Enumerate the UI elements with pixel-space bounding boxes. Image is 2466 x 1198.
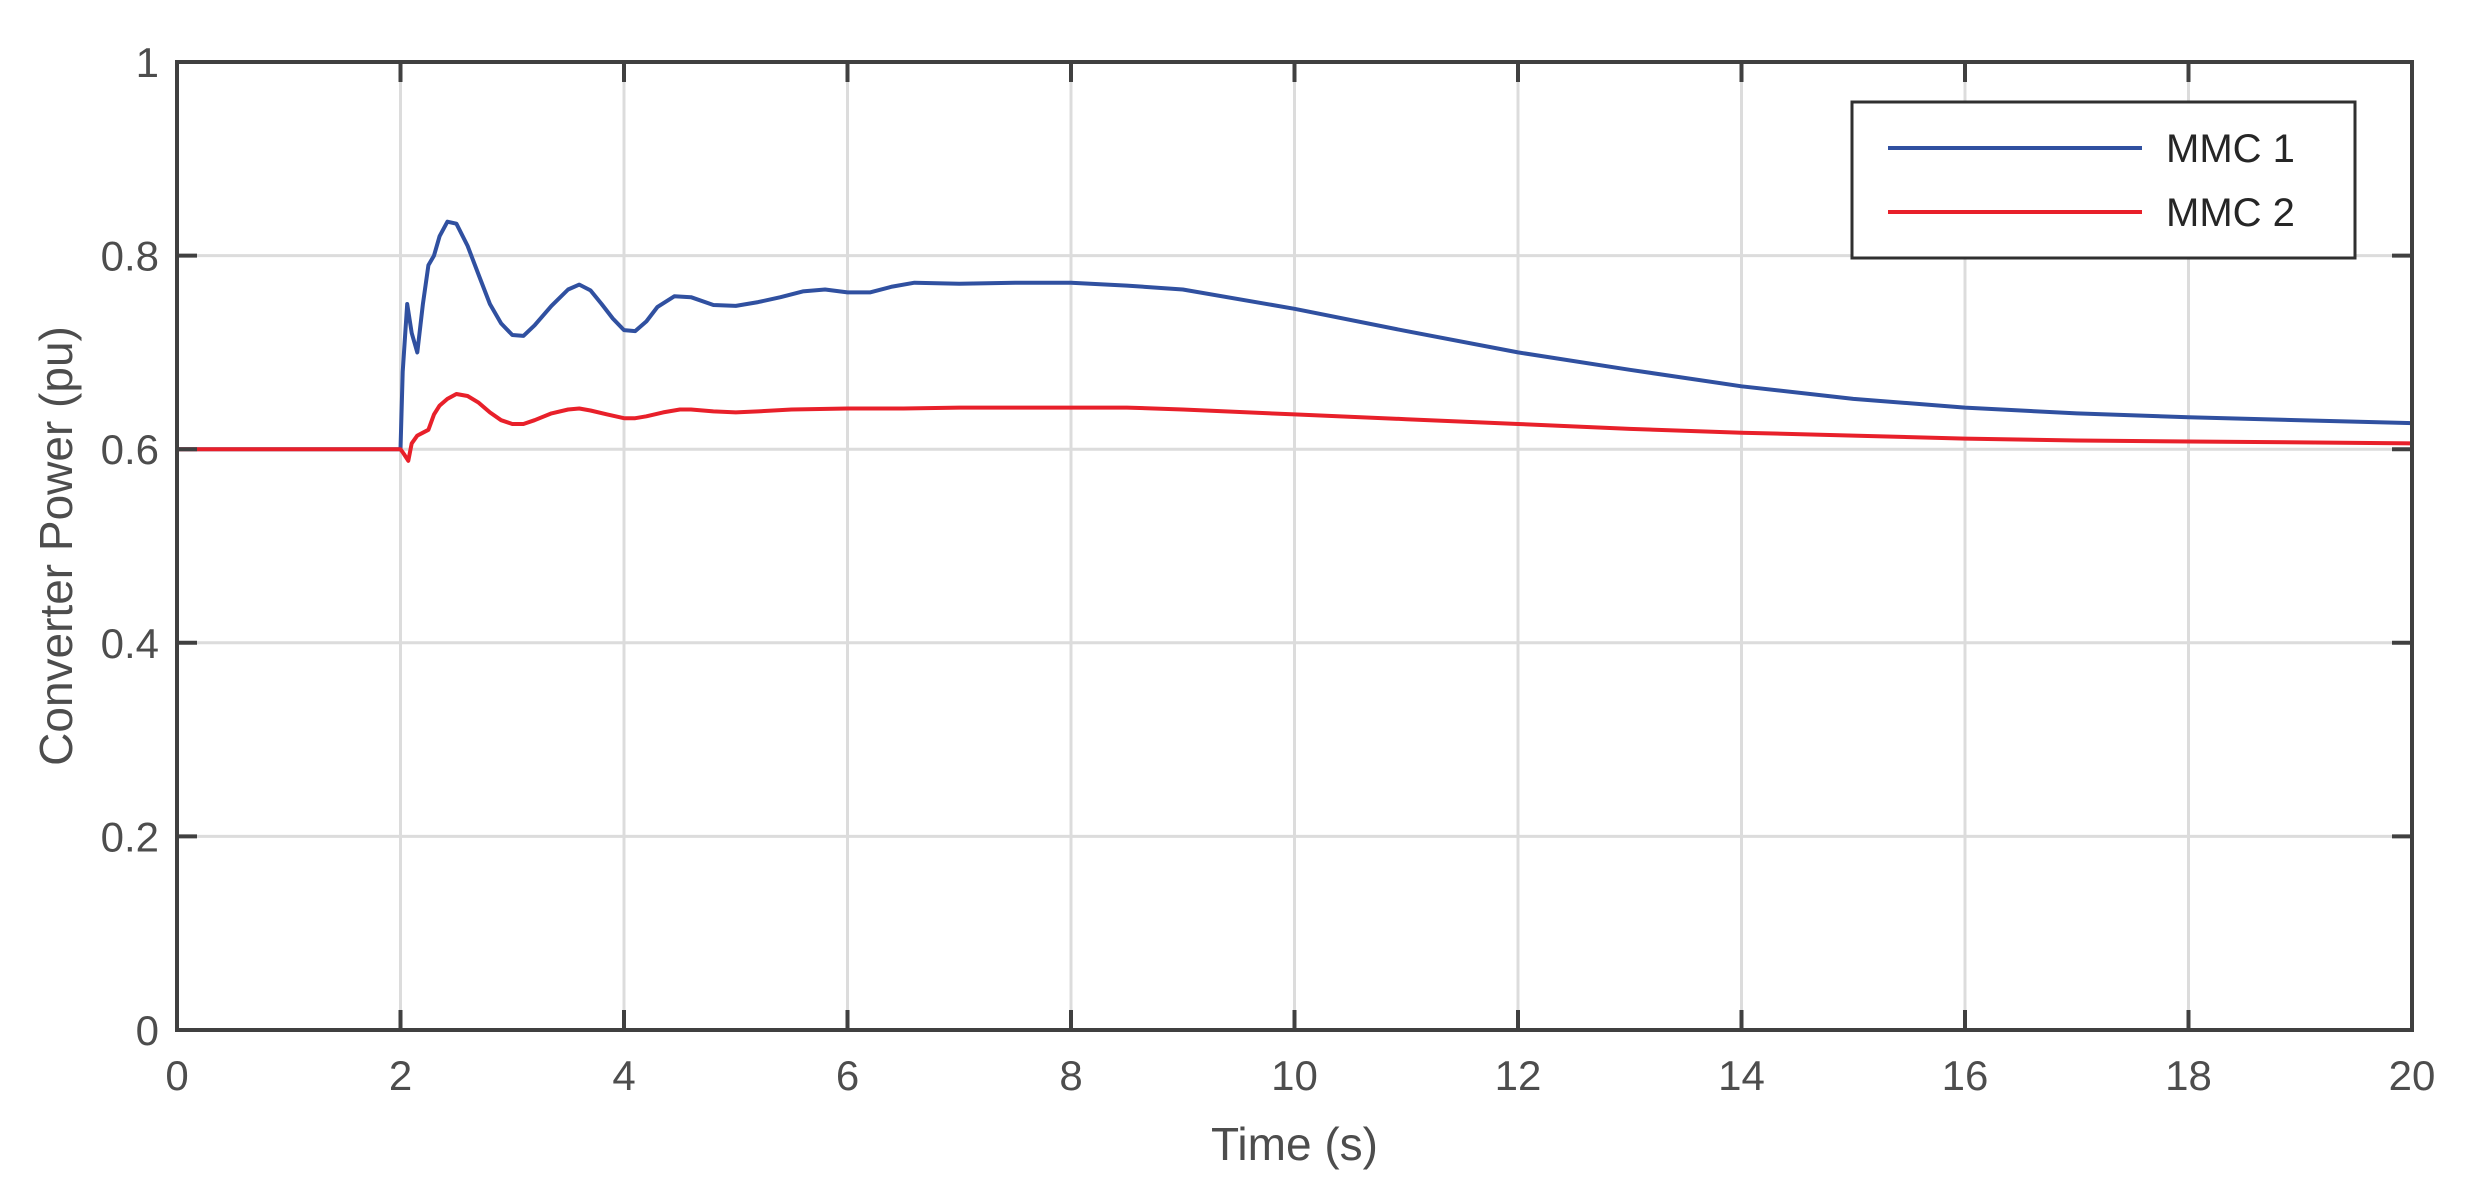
x-tick-label: 18 xyxy=(2165,1052,2212,1099)
x-tick-label: 4 xyxy=(612,1052,635,1099)
x-tick-label: 14 xyxy=(1718,1052,1765,1099)
x-tick-label: 10 xyxy=(1271,1052,1318,1099)
y-tick-label: 1 xyxy=(136,39,159,86)
series-line-mmc-1 xyxy=(175,219,2414,452)
legend-label-mmc-2: MMC 2 xyxy=(2166,191,2295,235)
legend-box xyxy=(1850,100,2357,260)
x-tick-label: 8 xyxy=(1059,1052,1082,1099)
legend: MMC 1 MMC 2 xyxy=(1850,100,2357,260)
y-tick-label: 0.4 xyxy=(101,620,159,667)
legend-label-mmc-1: MMC 1 xyxy=(2166,127,2295,171)
axis-ticks xyxy=(175,60,2414,1032)
y-tick-label: 0.6 xyxy=(101,426,159,473)
x-tick-labels: 0 2 4 6 8 10 12 14 16 18 20 xyxy=(165,1052,2435,1099)
x-tick-label: 20 xyxy=(2389,1052,2436,1099)
y-tick-label: 0.2 xyxy=(101,813,159,860)
y-tick-label: 0 xyxy=(136,1007,159,1054)
y-tick-labels: 0 0.2 0.4 0.6 0.8 1 xyxy=(101,39,159,1054)
series-lines xyxy=(175,219,2414,463)
x-axis-label: Time (s) xyxy=(1211,1118,1378,1170)
x-tick-label: 16 xyxy=(1942,1052,1989,1099)
series-line-mmc-2 xyxy=(175,392,2414,463)
x-tick-label: 2 xyxy=(389,1052,412,1099)
x-tick-label: 0 xyxy=(165,1052,188,1099)
y-tick-label: 0.8 xyxy=(101,233,159,280)
x-tick-label: 6 xyxy=(836,1052,859,1099)
y-axis-label: Converter Power (pu) xyxy=(30,326,82,766)
x-tick-label: 12 xyxy=(1495,1052,1542,1099)
